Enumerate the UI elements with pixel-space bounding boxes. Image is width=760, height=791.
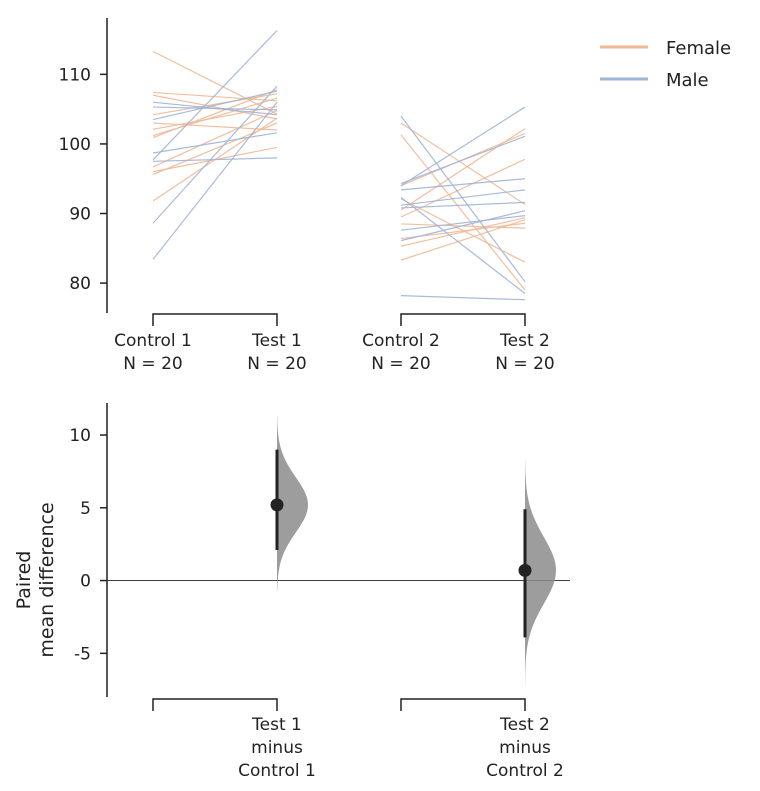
- top-group-bracket: [400, 313, 526, 326]
- top-panel: 80 90 100 110 Control 1 N = 20 Test 1 N = 20 Con…: [59, 18, 555, 374]
- paired-line-female: [400, 219, 526, 261]
- comparison-label-line: Control 2: [486, 761, 564, 781]
- bottom-panel: -5 0 5 10 Pairedmean difference Test 1 minus Co…: [13, 403, 570, 781]
- mean-difference-point: [518, 563, 532, 577]
- bottom-y-tick-label: 10: [69, 426, 91, 446]
- bottom-y-tick-label: 5: [80, 499, 91, 519]
- bottom-group-bracket: [400, 698, 526, 711]
- paired-line-male: [400, 214, 526, 231]
- x-tick-n-label: N = 20: [371, 354, 430, 374]
- bottom-y-axis-label-line: Paired: [13, 551, 35, 610]
- top-y-tick-label: 100: [59, 135, 91, 155]
- paired-line-male: [152, 132, 278, 154]
- paired-line-male: [152, 157, 278, 162]
- comparison-label-line: Test 2: [499, 715, 550, 735]
- comparison-label-line: minus: [251, 738, 303, 758]
- bootstrap-distribution: [277, 416, 308, 591]
- x-tick-n-label: N = 20: [495, 354, 554, 374]
- paired-line-female: [152, 109, 278, 168]
- paired-line-female: [400, 122, 526, 205]
- paired-line-female: [400, 128, 526, 211]
- paired-line-male: [152, 30, 278, 161]
- x-tick-label: Test 1: [251, 331, 302, 351]
- top-y-tick-label: 80: [69, 274, 91, 294]
- comparison-label-line: Control 1: [238, 761, 316, 781]
- legend-label-female: Female: [666, 38, 731, 59]
- legend: Female Male: [600, 38, 731, 91]
- paired-line-male: [400, 189, 526, 206]
- paired-line-female: [400, 134, 526, 291]
- bootstrap-distribution: [525, 459, 556, 686]
- paired-line-male: [400, 178, 526, 191]
- paired-line-male: [400, 135, 526, 185]
- paired-line-female: [152, 105, 278, 130]
- paired-line-male: [400, 295, 526, 301]
- bottom-group-bracket: [152, 698, 278, 711]
- paired-line-female: [152, 50, 278, 115]
- x-tick-label: Test 2: [499, 331, 550, 351]
- paired-line-male: [400, 201, 526, 209]
- paired-line-male: [152, 101, 278, 260]
- bottom-y-axis-label-line: mean difference: [36, 502, 58, 657]
- paired-line-female: [152, 91, 278, 102]
- bottom-y-tick-label: -5: [74, 644, 91, 664]
- paired-line-female: [152, 89, 278, 139]
- paired-line-male: [400, 210, 526, 242]
- top-y-tick-label: 90: [69, 205, 91, 225]
- comparison-label-line: Test 1: [251, 715, 302, 735]
- paired-line-female: [152, 94, 278, 120]
- mean-difference-point: [270, 498, 284, 512]
- bottom-y-axis-label: Pairedmean difference: [13, 502, 58, 657]
- paired-line-male: [152, 90, 278, 121]
- paired-line-male: [400, 197, 526, 294]
- bottom-y-tick-label: 0: [80, 572, 91, 592]
- x-tick-label: Control 1: [114, 331, 192, 351]
- paired-line-male: [400, 115, 526, 283]
- paired-line-male: [152, 85, 278, 224]
- paired-line-male: [400, 106, 526, 187]
- legend-label-male: Male: [666, 70, 709, 91]
- x-tick-n-label: N = 20: [123, 354, 182, 374]
- x-tick-n-label: N = 20: [247, 354, 306, 374]
- x-tick-label: Control 2: [362, 331, 440, 351]
- top-group-bracket: [152, 313, 278, 326]
- top-y-tick-label: 110: [59, 65, 91, 85]
- paired-line-female: [400, 217, 526, 247]
- comparison-label-line: minus: [499, 738, 551, 758]
